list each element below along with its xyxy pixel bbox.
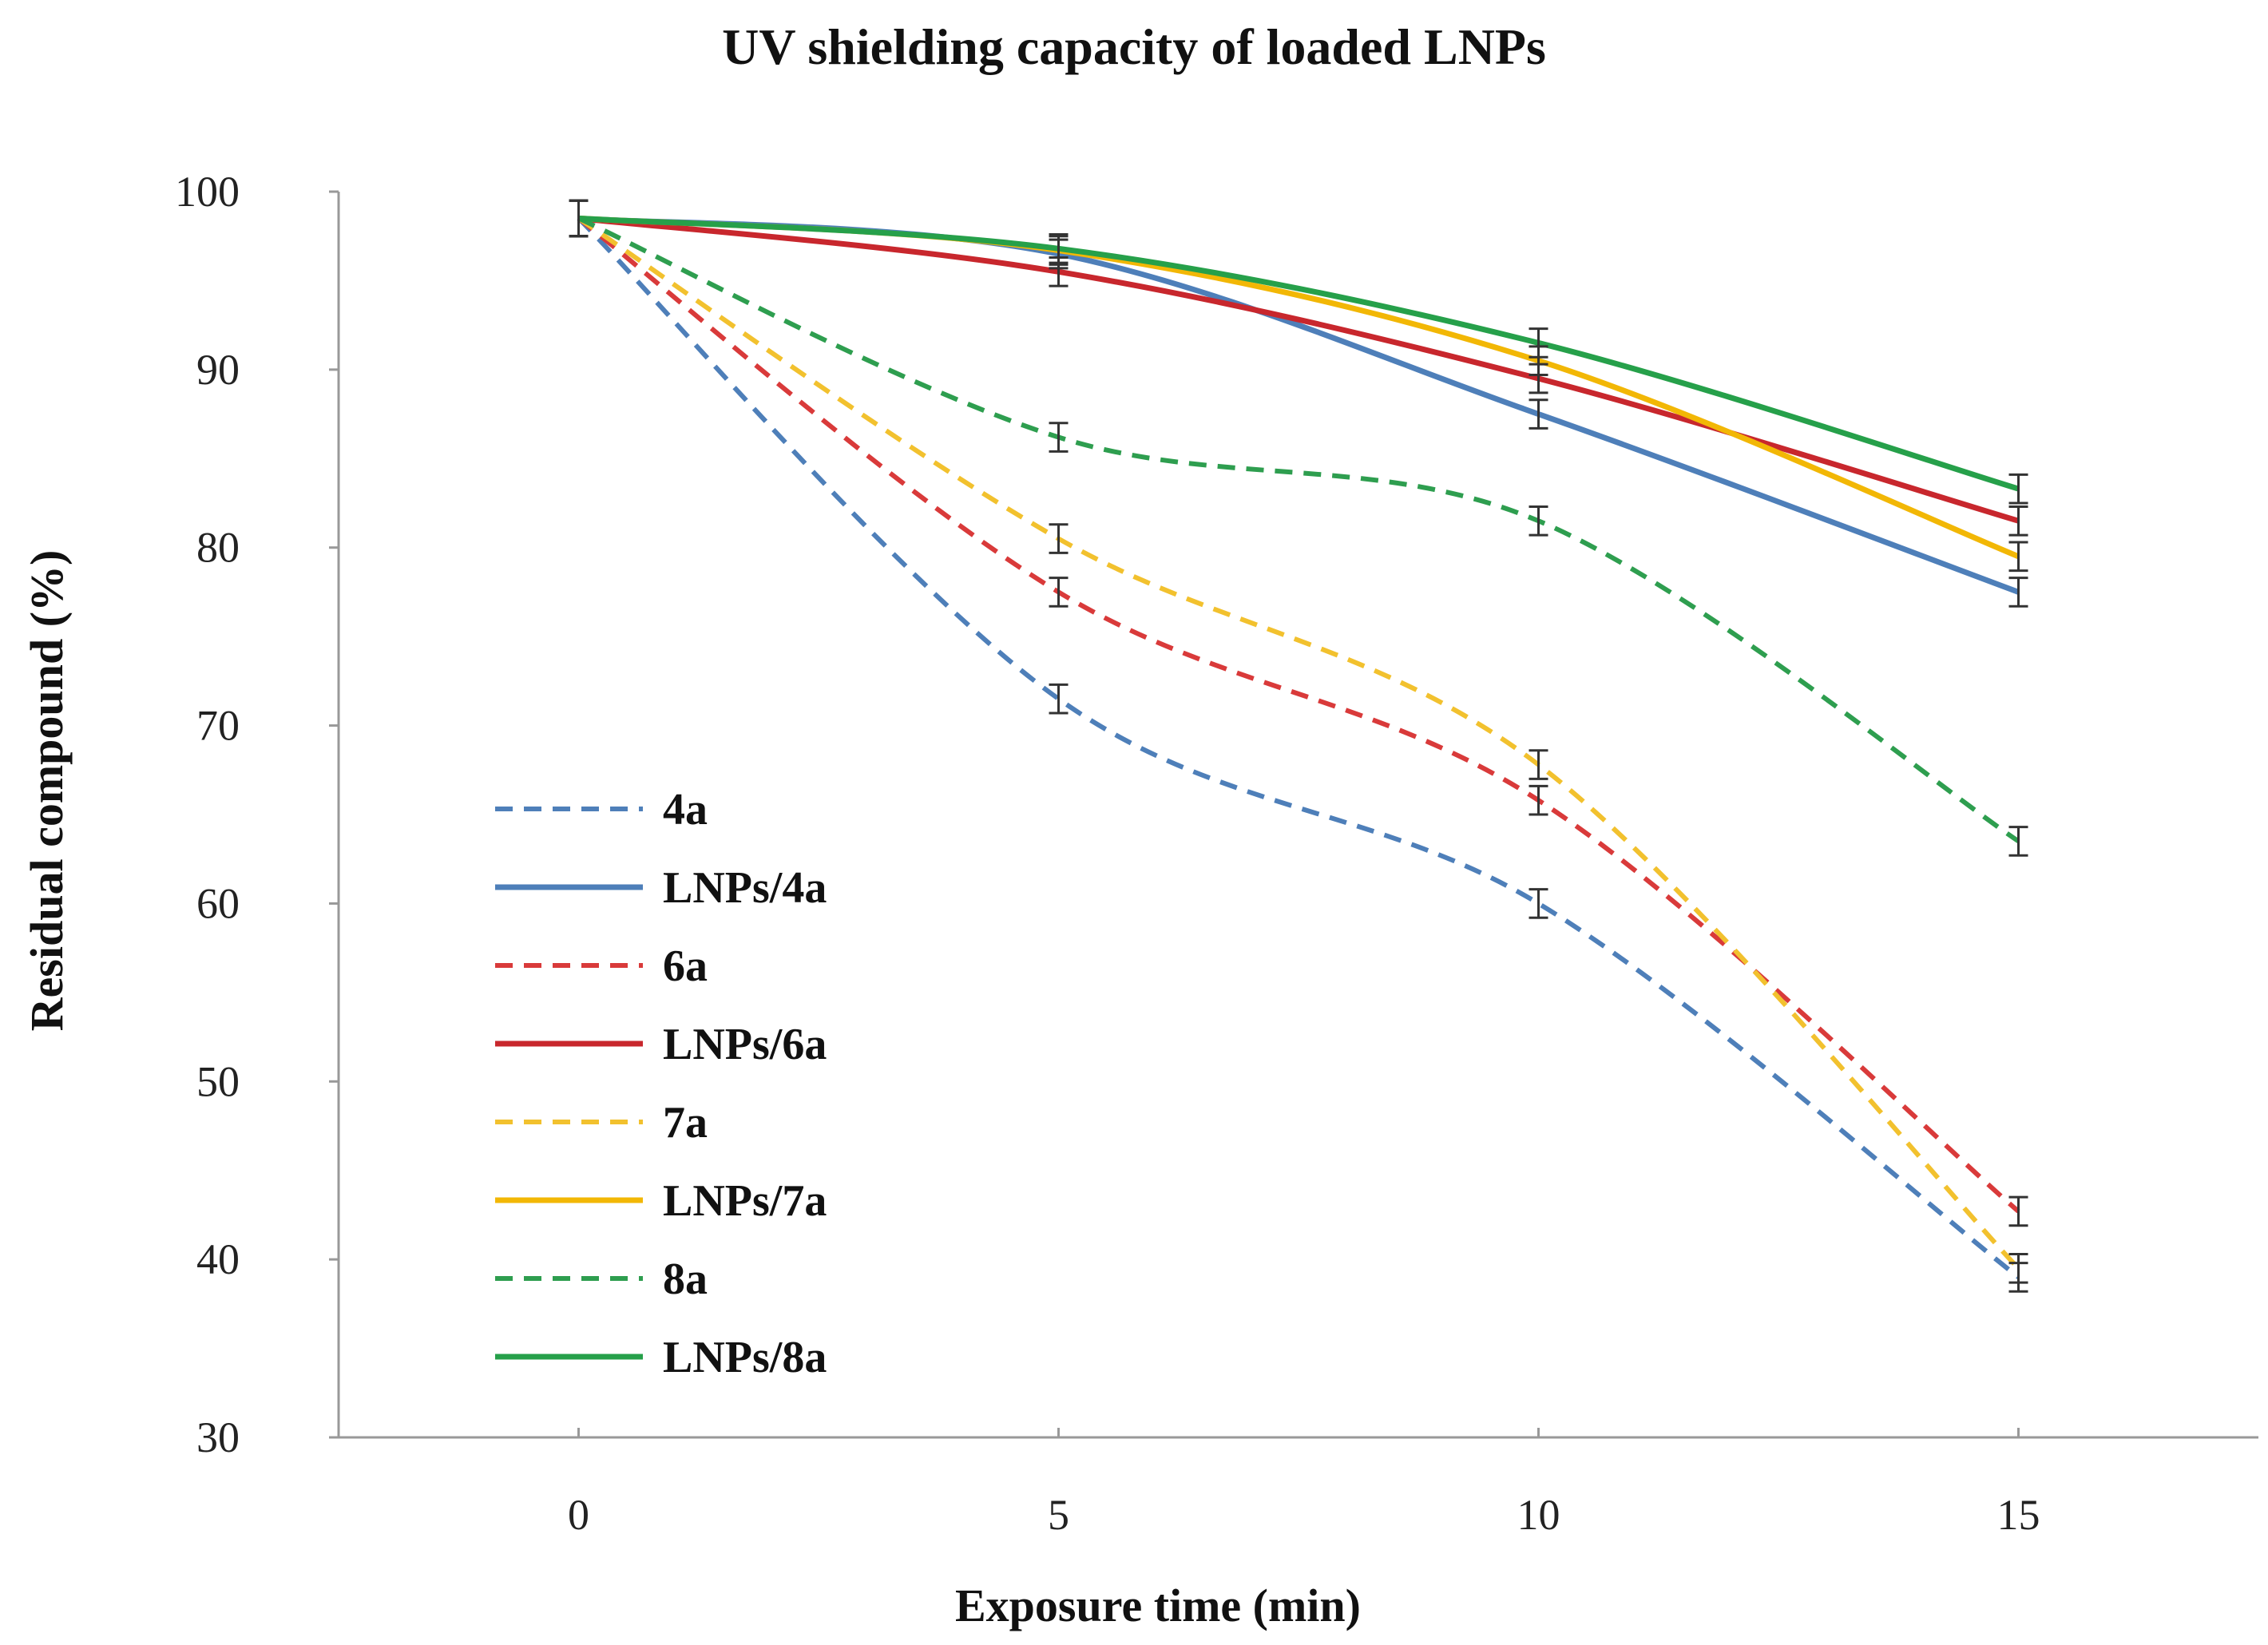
y-tick-label: 100 bbox=[175, 168, 240, 216]
series-line-8a bbox=[577, 216, 2020, 843]
x-tick-label: 15 bbox=[1997, 1491, 2040, 1539]
series-line-lnps-4a bbox=[578, 215, 2020, 595]
y-tick-label: 50 bbox=[196, 1057, 240, 1105]
y-tick-label: 70 bbox=[196, 702, 240, 750]
series-line-lnps-8a bbox=[578, 215, 2020, 492]
legend-label: LNPs/4a bbox=[663, 863, 827, 913]
y-ticks: 30 40 50 60 70 80 90 100 bbox=[175, 168, 339, 1461]
chart-title: UV shielding capacity of loaded LNPs bbox=[722, 18, 1546, 75]
series-line-lnps-6a bbox=[578, 215, 2020, 524]
error-bar-lnps-4a bbox=[1529, 398, 1548, 430]
legend-item-lnps-8a: LNPs/8a bbox=[495, 1333, 827, 1382]
plot-area: 30 40 50 60 70 80 90 100 0 5 10 15 bbox=[175, 168, 2258, 1539]
series-line-7a bbox=[577, 216, 2020, 1270]
error-bar-6a bbox=[2008, 1195, 2028, 1227]
series-line-lnps-7a bbox=[578, 215, 2020, 560]
error-bar-lnps-8a bbox=[2008, 473, 2028, 505]
legend-label: LNPs/7a bbox=[663, 1176, 827, 1226]
x-tick-label: 5 bbox=[1048, 1491, 1069, 1539]
error-bar-lnps-8a bbox=[1049, 232, 1069, 264]
legend-item-8a: 8a bbox=[495, 1255, 708, 1304]
y-tick-label: 40 bbox=[196, 1235, 240, 1283]
legend-item-4a: 4a bbox=[495, 785, 708, 834]
error-bar-7a bbox=[1529, 749, 1548, 780]
error-bar-4a bbox=[1529, 888, 1548, 919]
legend-label: 4a bbox=[663, 785, 708, 834]
legend-item-lnps-4a: LNPs/4a bbox=[495, 863, 827, 913]
error-bar-lnps-8a bbox=[569, 199, 589, 238]
error-bar-6a bbox=[1049, 577, 1069, 608]
error-bar-lnps-6a bbox=[2008, 505, 2028, 537]
error-bar-lnps-8a bbox=[1529, 327, 1548, 359]
error-bar-lnps-7a bbox=[2008, 541, 2028, 573]
legend-item-7a: 7a bbox=[495, 1098, 708, 1148]
y-tick-label: 30 bbox=[196, 1413, 240, 1461]
y-tick-label: 60 bbox=[196, 879, 240, 927]
error-bar-lnps-4a bbox=[2008, 577, 2028, 608]
legend-item-lnps-6a: LNPs/6a bbox=[495, 1020, 827, 1069]
error-bars bbox=[569, 199, 2028, 1293]
legend: 4a LNPs/4a 6a LNPs/6a 7a LNPs/7a 8a LNPs/8a bbox=[495, 785, 827, 1382]
error-bar-7a bbox=[2008, 1252, 2028, 1284]
y-axis-label: Residual compound (%) bbox=[21, 550, 73, 1032]
y-tick-label: 80 bbox=[196, 524, 240, 572]
series-lines bbox=[577, 215, 2020, 1279]
error-bar-4a bbox=[1049, 683, 1069, 715]
legend-label: 7a bbox=[663, 1098, 708, 1148]
error-bar-6a bbox=[1529, 784, 1548, 816]
legend-label: LNPs/8a bbox=[663, 1333, 827, 1382]
legend-label: 8a bbox=[663, 1255, 708, 1304]
legend-item-lnps-7a: LNPs/7a bbox=[495, 1176, 827, 1226]
x-axis-label: Exposure time (min) bbox=[955, 1580, 1361, 1631]
legend-label: LNPs/6a bbox=[663, 1020, 827, 1069]
error-bar-7a bbox=[1049, 523, 1069, 554]
error-bar-8a bbox=[1529, 505, 1548, 537]
y-tick-label: 90 bbox=[196, 346, 240, 394]
error-bar-8a bbox=[1049, 422, 1069, 453]
legend-label: 6a bbox=[663, 941, 708, 991]
series-line-4a bbox=[577, 216, 2020, 1279]
x-tick-label: 0 bbox=[568, 1491, 589, 1539]
x-ticks: 0 5 10 15 bbox=[568, 1428, 2040, 1539]
x-tick-label: 10 bbox=[1517, 1491, 1560, 1539]
legend-item-6a: 6a bbox=[495, 941, 708, 991]
error-bar-8a bbox=[2008, 826, 2028, 857]
series-line-6a bbox=[577, 216, 2020, 1214]
